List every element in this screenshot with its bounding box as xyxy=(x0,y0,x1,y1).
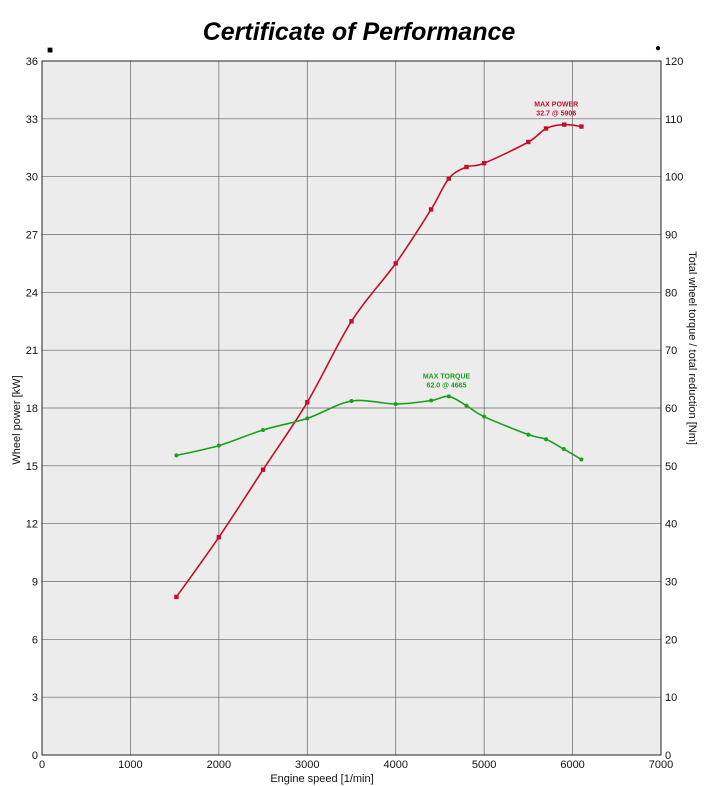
data-point xyxy=(349,399,354,404)
left-tick-label: 9 xyxy=(32,577,38,589)
data-point xyxy=(305,416,310,421)
left-tick-label: 15 xyxy=(26,461,38,473)
right-axis-marker: ● xyxy=(655,43,661,54)
x-tick-label: 4000 xyxy=(383,759,407,771)
data-point xyxy=(464,164,469,170)
left-axis-marker: ■ xyxy=(47,45,53,56)
data-point xyxy=(446,176,451,181)
data-point xyxy=(526,432,531,437)
x-tick-label: 7000 xyxy=(649,759,673,771)
x-tick-label: 6000 xyxy=(560,759,584,771)
right-tick-label: 60 xyxy=(665,403,677,415)
right-tick-label: 100 xyxy=(665,172,683,184)
data-annotation: MAX TORQUE 62.0 @ 4665 xyxy=(423,373,471,389)
series-group xyxy=(174,122,584,600)
left-tick-label: 24 xyxy=(26,287,38,299)
data-point xyxy=(261,427,266,432)
data-point xyxy=(393,261,398,266)
data-point xyxy=(305,400,310,405)
plot-frame xyxy=(41,60,662,756)
annotation-label: MAX POWER xyxy=(534,102,578,109)
chart-title: Certificate of Performance xyxy=(203,18,516,46)
right-tick-label: 70 xyxy=(665,345,677,357)
x-tick-label: 5000 xyxy=(472,759,496,771)
data-point xyxy=(579,457,584,462)
torque-series xyxy=(174,394,584,462)
annotations: MAX POWER 32.7 @ 5906 MAX TORQUE 62.0 @ 466… xyxy=(423,102,578,390)
data-point xyxy=(174,594,179,600)
data-point xyxy=(561,447,566,452)
right-tick-label: 120 xyxy=(665,56,683,68)
x-tick-label: 0 xyxy=(39,759,45,771)
data-point xyxy=(260,467,266,472)
data-point xyxy=(544,437,549,442)
data-point xyxy=(446,394,451,399)
right-tick-label: 80 xyxy=(665,287,677,299)
right-axis-title: Total wheel torque / total reduction [Nm… xyxy=(686,251,698,445)
data-point xyxy=(349,319,354,324)
data-point xyxy=(429,398,434,403)
left-tick-label: 21 xyxy=(26,345,38,357)
left-tick-label: 0 xyxy=(32,750,38,762)
left-tick-label: 33 xyxy=(26,114,38,126)
data-point xyxy=(481,160,487,166)
data-point xyxy=(526,139,531,145)
left-tick-label: 12 xyxy=(26,519,38,531)
right-tick-label: 0 xyxy=(665,750,671,762)
data-point xyxy=(482,414,487,419)
right-tick-label: 110 xyxy=(665,114,683,126)
right-tick-label: 90 xyxy=(665,230,677,242)
annotation-label: MAX TORQUE xyxy=(423,373,471,380)
left-tick-label: 36 xyxy=(26,56,38,68)
right-tick-label: 50 xyxy=(665,461,677,473)
right-tick-label: 30 xyxy=(665,577,677,589)
data-point xyxy=(579,124,584,129)
left-tick-label: 30 xyxy=(26,172,38,184)
data-point xyxy=(216,534,222,540)
data-point xyxy=(174,453,179,458)
annotation-label: 62.0 @ 4665 xyxy=(427,382,467,389)
left-tick-label: 27 xyxy=(26,230,38,242)
data-point xyxy=(562,122,567,127)
data-point xyxy=(464,403,469,408)
annotation-label: 32.7 @ 5906 xyxy=(536,111,576,118)
x-tick-label: 2000 xyxy=(207,759,231,771)
data-point xyxy=(428,207,434,212)
x-tick-label: 1000 xyxy=(118,759,142,771)
tick-labels: 0 1000 2000 3000 4000 5000 6000 700003691215182… xyxy=(26,56,684,771)
data-point xyxy=(216,443,221,448)
left-tick-label: 18 xyxy=(26,403,38,415)
data-annotation: MAX POWER 32.7 @ 5906 xyxy=(534,102,578,118)
left-axis-title: Wheel power [kW] xyxy=(11,375,23,464)
x-axis-title: Engine speed [1/min] xyxy=(270,773,373,785)
right-tick-label: 10 xyxy=(665,692,677,704)
right-tick-label: 20 xyxy=(665,634,677,646)
x-tick-label: 3000 xyxy=(295,759,319,771)
data-point xyxy=(543,126,549,131)
power-series xyxy=(174,122,584,600)
data-point xyxy=(393,401,398,406)
right-tick-label: 40 xyxy=(665,519,677,531)
left-tick-label: 6 xyxy=(32,634,38,646)
left-tick-label: 3 xyxy=(32,692,38,704)
